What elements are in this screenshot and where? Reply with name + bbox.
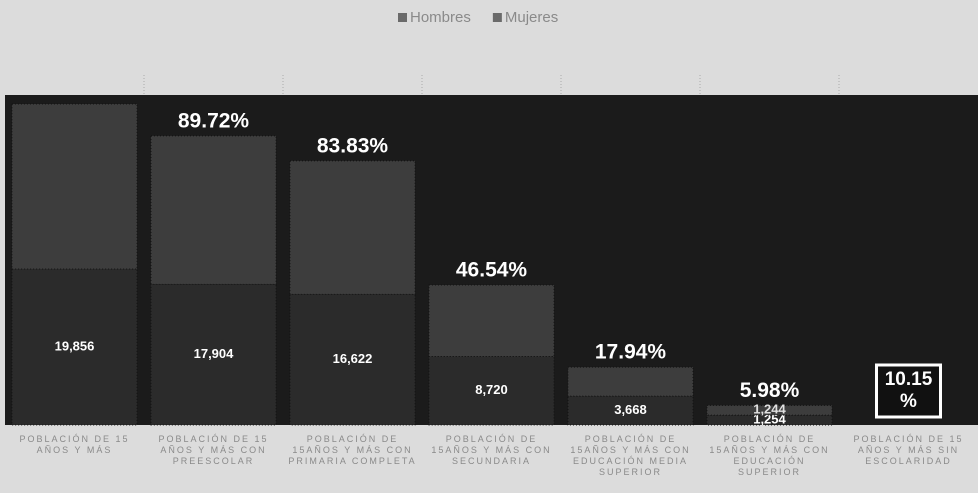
x-tick-label: POBLACIÓN DE 15 AÑOS Y MÁS SIN ESCOLARID… bbox=[853, 434, 964, 466]
x-tick-label: POBLACIÓN DE 15 AÑOS Y MÁS CON PREESCOLA… bbox=[158, 434, 269, 466]
bar-segment bbox=[567, 395, 694, 426]
data-label: 16,622 bbox=[333, 351, 373, 366]
annotation: 46.54% bbox=[456, 259, 528, 282]
legend-swatch bbox=[492, 13, 502, 22]
bar-segment bbox=[706, 404, 833, 416]
data-label: 1,244 bbox=[753, 402, 786, 417]
bar-segment bbox=[567, 366, 694, 397]
annotation: 17.94% bbox=[595, 341, 667, 364]
data-label: 1,254 bbox=[753, 412, 786, 427]
annotation: 83.83% bbox=[317, 134, 389, 157]
data-label: 8,720 bbox=[475, 382, 508, 397]
data-label: 3,668 bbox=[614, 402, 647, 417]
bar-segment bbox=[706, 414, 833, 426]
bar-segment bbox=[11, 268, 138, 426]
legend-label: Hombres bbox=[410, 9, 471, 26]
x-tick-label: POBLACIÓN DE 15 AÑOS Y MÁS bbox=[19, 434, 130, 455]
x-tick-label: POBLACIÓN DE 15AÑOS Y MÁS CON EDUCACIÓN … bbox=[570, 434, 691, 477]
bar-segment bbox=[150, 135, 277, 285]
x-tick-label: POBLACIÓN DE 15AÑOS Y MÁS CON SECUNDARIA bbox=[431, 434, 552, 466]
annotation-box bbox=[875, 363, 942, 419]
annotation: 5.98% bbox=[740, 379, 800, 402]
data-label: 19,856 bbox=[55, 338, 95, 353]
x-tick-label: POBLACIÓN DE 15AÑOS Y MÁS CON EDUCACIÓN … bbox=[709, 434, 830, 477]
annotation: 10.15% bbox=[885, 369, 933, 412]
bar-segment bbox=[11, 103, 138, 270]
bar-segment bbox=[289, 160, 416, 295]
annotation: 89.72% bbox=[178, 109, 250, 132]
bar-segment bbox=[150, 283, 277, 426]
bar-segment bbox=[428, 355, 555, 426]
legend-label: Mujeres bbox=[505, 9, 558, 26]
x-tick-label: POBLACIÓN DE 15AÑOS Y MÁS CON PRIMARIA C… bbox=[288, 434, 417, 466]
bar-segment bbox=[428, 284, 555, 357]
data-label: 17,904 bbox=[194, 346, 235, 361]
legend-swatch bbox=[398, 13, 407, 22]
bar-segment bbox=[289, 293, 416, 426]
